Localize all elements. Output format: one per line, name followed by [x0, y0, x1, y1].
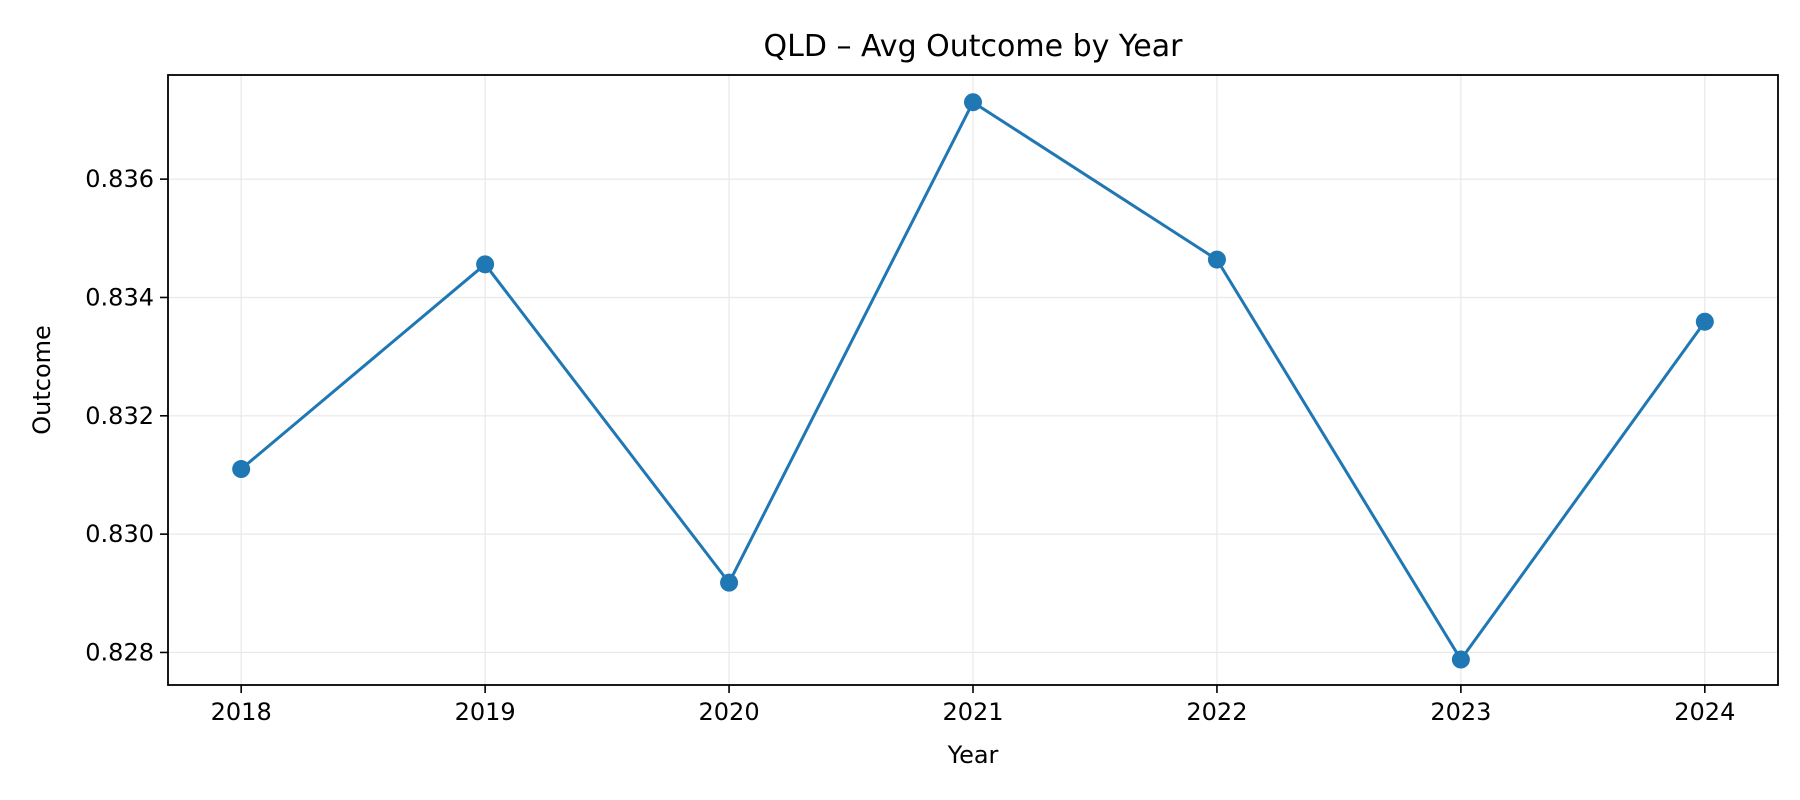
data-point: [1207, 250, 1226, 269]
y-tick-label: 0.832: [85, 402, 154, 430]
x-tick-label: 2018: [211, 698, 272, 726]
x-axis-label: Year: [947, 741, 999, 769]
axis-ticks: 2018 2019 2020 2021 2022 2023 2024 0.828 0.830 0.…: [85, 165, 1735, 726]
x-tick-label: 2022: [1186, 698, 1247, 726]
y-tick-label: 0.828: [85, 638, 154, 666]
data-point: [720, 573, 739, 592]
data-point: [232, 460, 251, 479]
x-tick-label: 2023: [1430, 698, 1491, 726]
chart-title: QLD – Avg Outcome by Year: [764, 29, 1184, 64]
y-axis-label: Outcome: [28, 325, 56, 435]
x-tick-label: 2024: [1674, 698, 1735, 726]
x-tick-label: 2021: [942, 698, 1003, 726]
x-tick-label: 2019: [455, 698, 516, 726]
grid-lines: [168, 75, 1778, 685]
data-point: [1695, 312, 1714, 331]
x-tick-label: 2020: [699, 698, 760, 726]
data-point: [1451, 650, 1470, 669]
data-point: [476, 255, 495, 274]
y-tick-label: 0.836: [85, 165, 154, 193]
data-point: [964, 93, 982, 112]
y-tick-label: 0.834: [85, 283, 154, 311]
series-layer: [232, 93, 1714, 669]
y-tick-label: 0.830: [85, 520, 154, 548]
